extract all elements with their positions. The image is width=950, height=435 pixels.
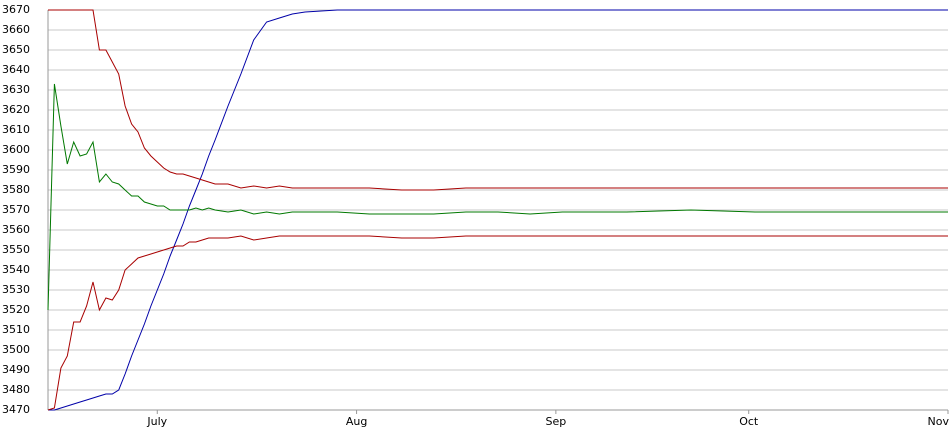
series-line	[47, 235, 948, 411]
y-tick-label: 3500	[2, 343, 30, 356]
y-tick-label: 3630	[2, 83, 30, 96]
x-tick-label: Oct	[739, 415, 759, 428]
y-tick-label: 3650	[2, 43, 30, 56]
y-tick-label: 3490	[2, 363, 30, 376]
x-tick-label: July	[146, 415, 167, 428]
y-tick-label: 3520	[2, 303, 30, 316]
y-tick-label: 3590	[2, 163, 30, 176]
x-tick-label: Nov	[928, 415, 950, 428]
y-tick-label: 3510	[2, 323, 30, 336]
y-tick-label: 3670	[2, 3, 30, 16]
y-tick-label: 3550	[2, 243, 30, 256]
x-tick-label: Sep	[545, 415, 566, 428]
y-tick-label: 3640	[2, 63, 30, 76]
y-tick-label: 3660	[2, 23, 30, 36]
y-tick-label: 3560	[2, 223, 30, 236]
y-tick-label: 3620	[2, 103, 30, 116]
y-tick-label: 3480	[2, 383, 30, 396]
series-line	[48, 9, 948, 411]
series-line	[47, 83, 948, 311]
y-tick-label: 3600	[2, 143, 30, 156]
y-tick-label: 3610	[2, 123, 30, 136]
y-tick-label: 3570	[2, 203, 30, 216]
y-tick-label: 3580	[2, 183, 30, 196]
y-tick-label: 3470	[2, 403, 30, 416]
y-tick-label: 3530	[2, 283, 30, 296]
series-line	[48, 9, 948, 191]
y-tick-label: 3540	[2, 263, 30, 276]
x-tick-label: Aug	[346, 415, 367, 428]
